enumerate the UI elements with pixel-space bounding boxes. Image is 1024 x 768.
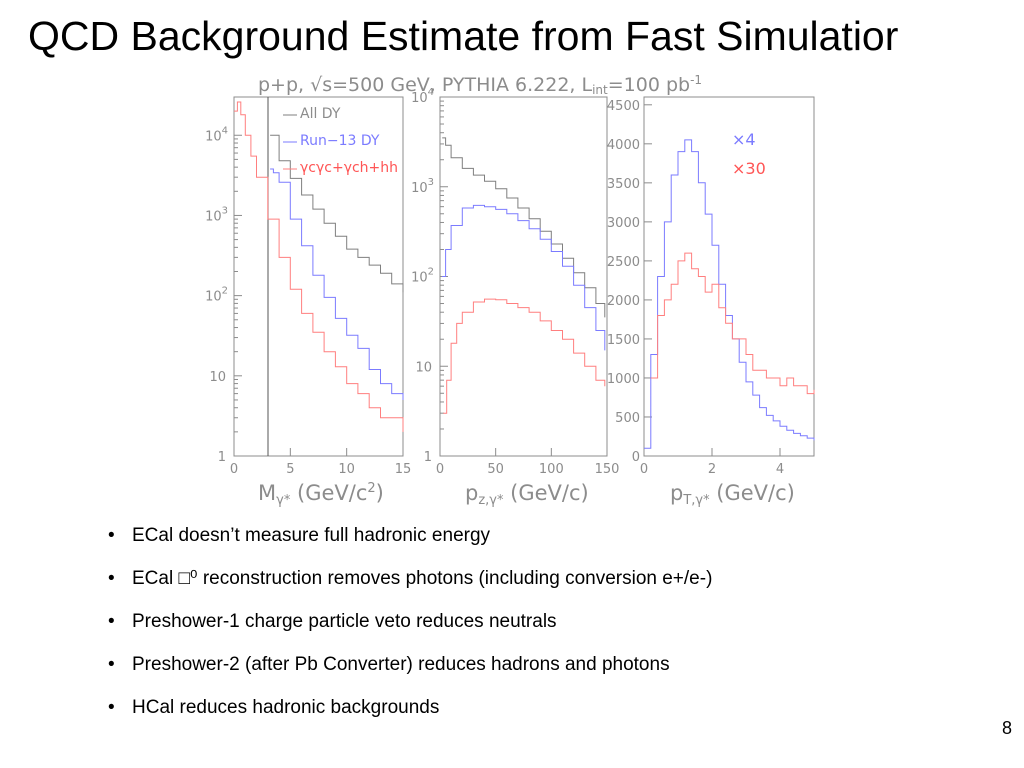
y-tick-label: 10 [209, 370, 226, 385]
panel-frame [233, 96, 404, 457]
y-tick-label: 1500 [607, 333, 640, 348]
legend-run13: Run−13 DY [300, 133, 380, 149]
x-tick-label: 2 [708, 462, 716, 477]
legend-qcd: γcγc+γch+hh [300, 160, 398, 176]
bullet-item: HCal reduces hadronic backgrounds [108, 692, 712, 735]
bullet-item: Preshower-1 charge particle veto reduces… [108, 606, 712, 649]
x-tick-label: 100 [539, 462, 564, 477]
y-tick-label: 103 [411, 177, 434, 196]
y-tick-label: 102 [205, 286, 228, 305]
y-tick-label: 2000 [607, 294, 640, 309]
series-line [234, 101, 404, 432]
series-line [270, 134, 404, 293]
y-tick-label: 104 [205, 125, 228, 144]
panel-invariant-mass: 0 5 10 15 1 10 102 103 104 Mγ* (GeV/c2) All DY R… [205, 96, 412, 508]
panel-3-xlabel: pT,γ* (GeV/c) [670, 481, 795, 508]
y-tick-label: 104 [411, 87, 434, 106]
series-line [650, 252, 815, 395]
x-tick-label: 0 [230, 462, 238, 477]
series-line [442, 137, 606, 318]
y-tick-label: 2500 [607, 255, 640, 270]
series-line [270, 168, 404, 400]
x-tick-label: 15 [395, 462, 412, 477]
bullet-item: ECal □⁰ reconstruction removes photons (… [108, 563, 712, 606]
panel-frame [439, 96, 608, 457]
y-tick-label: 3500 [607, 177, 640, 192]
x-tick-label: 4 [776, 462, 784, 477]
y-tick-label: 3000 [607, 216, 640, 231]
x-tick-label: 10 [338, 462, 355, 477]
legend-all-dy: All DY [300, 106, 341, 122]
x-tick-label: 0 [436, 462, 444, 477]
scale-annotation-x4: ×4 [732, 130, 756, 149]
y-tick-label: 0 [632, 450, 640, 465]
x-tick-label: 150 [595, 462, 620, 477]
y-tick-label: 10 [415, 360, 432, 375]
y-tick-label: 102 [411, 267, 434, 286]
scale-annotation-x30: ×30 [732, 159, 766, 178]
y-tick-label: 1 [218, 450, 226, 465]
series-line [644, 139, 815, 449]
series-line [442, 204, 606, 351]
bullet-item: ECal doesn’t measure full hadronic energ… [108, 520, 712, 563]
x-tick-label: 0 [640, 462, 648, 477]
x-tick-label: 5 [286, 462, 294, 477]
panel-1-xlabel: Mγ* (GeV/c2) [258, 481, 384, 508]
panel-longitudinal-momentum: 0 50 100 150 1 10 102 103 104 pz,γ* (GeV/c) [411, 87, 619, 508]
bullet-list: ECal doesn’t measure full hadronic energ… [108, 520, 712, 735]
y-tick-label: 4000 [607, 138, 640, 153]
page-number: 8 [1001, 718, 1012, 738]
y-tick-label: 500 [615, 411, 640, 426]
panel-frame [643, 96, 815, 457]
y-tick-label: 4500 [607, 99, 640, 114]
slide-title: QCD Background Estimate from Fast Simula… [28, 13, 899, 59]
bullet-item: Preshower-2 (after Pb Converter) reduces… [108, 649, 712, 692]
series-line [443, 298, 606, 414]
x-tick-label: 50 [487, 462, 504, 477]
panel-transverse-momentum: 0 2 4050010001500200025003000350040004500 … [607, 96, 815, 508]
y-tick-label: 1000 [607, 372, 640, 387]
y-tick-label: 103 [205, 205, 228, 224]
y-tick-label: 1 [424, 450, 432, 465]
panel-2-xlabel: pz,γ* (GeV/c) [465, 481, 589, 508]
figure-header: p+p, √s=500 GeV, PYTHIA 6.222, Lint=100 … [258, 73, 702, 97]
